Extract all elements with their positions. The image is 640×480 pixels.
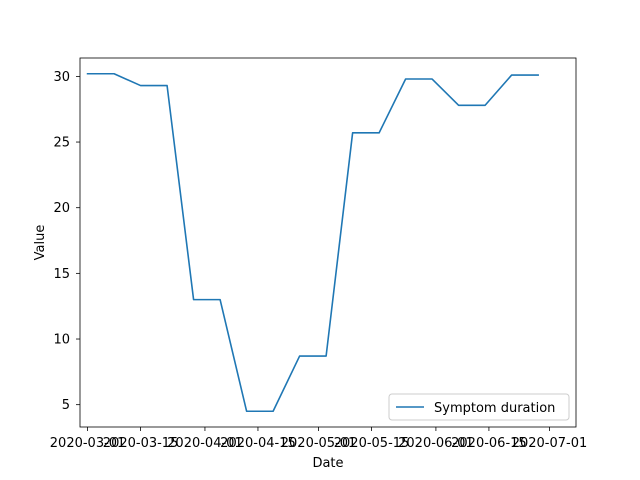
data-point xyxy=(324,354,328,358)
data-point xyxy=(271,409,275,413)
plot-area xyxy=(80,58,576,427)
series-line-0 xyxy=(86,72,539,413)
x-axis-label: Date xyxy=(312,456,343,471)
data-point xyxy=(112,72,116,76)
data-point xyxy=(139,84,143,88)
x-tick-label: 2020-04-15 xyxy=(220,436,296,451)
data-point xyxy=(165,84,169,88)
legend: Symptom duration xyxy=(388,393,570,421)
data-point xyxy=(298,354,302,358)
legend-box xyxy=(388,393,570,421)
data-point xyxy=(536,73,540,77)
data-point xyxy=(430,77,434,81)
data-point xyxy=(377,131,381,135)
y-axis-label: Value xyxy=(33,225,48,261)
x-tick-label: 2020-06-15 xyxy=(451,436,527,451)
y-axis-ticks: 5 10 15 20 25 30 xyxy=(53,70,80,413)
data-point xyxy=(218,298,222,302)
x-tick-label: 2020-05-01 xyxy=(281,436,357,451)
data-point xyxy=(483,103,487,107)
data-point xyxy=(457,103,461,107)
y-tick-label: 25 xyxy=(53,136,70,151)
y-tick-label: 15 xyxy=(53,267,70,282)
y-tick-label: 30 xyxy=(53,70,70,85)
x-axis-ticks: 2020-03-012020-03-152020-04-012020-04-15… xyxy=(50,427,587,451)
legend-label: Symptom duration xyxy=(434,401,555,416)
x-tick-label: 2020-06-01 xyxy=(398,436,474,451)
y-tick-label: 10 xyxy=(53,333,70,348)
data-point xyxy=(510,73,514,77)
data-point xyxy=(86,72,90,76)
axes-frame xyxy=(79,57,577,428)
x-tick-label: 2020-03-01 xyxy=(50,436,126,451)
x-tick-label: 2020-05-15 xyxy=(334,436,410,451)
data-point xyxy=(404,77,408,81)
y-tick-label: 5 xyxy=(62,398,70,413)
y-tick-label: 20 xyxy=(53,201,70,216)
data-point xyxy=(192,298,196,302)
x-tick-label: 2020-07-01 xyxy=(512,436,588,451)
x-tick-label: 2020-03-15 xyxy=(103,436,179,451)
data-point xyxy=(351,131,355,135)
data-point xyxy=(245,409,249,413)
x-tick-label: 2020-04-01 xyxy=(167,436,243,451)
data-marks xyxy=(86,72,540,413)
